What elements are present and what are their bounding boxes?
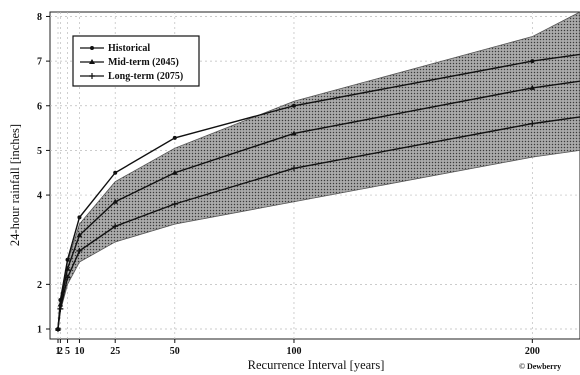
y-tick-label: 1: [37, 325, 42, 336]
data-point: [291, 103, 296, 108]
y-tick-label: 2: [37, 280, 42, 291]
data-point: [76, 232, 83, 238]
x-tick-label: 1: [56, 346, 61, 357]
data-point: [530, 59, 535, 64]
series-layer: [55, 53, 580, 332]
data-point: [112, 198, 119, 204]
x-tick-label: 2: [58, 346, 63, 357]
data-point: [171, 200, 178, 207]
x-tick-label: 100: [286, 346, 301, 357]
legend-box: [72, 35, 200, 87]
data-point: [64, 265, 71, 271]
data-point: [77, 215, 82, 220]
x-tick-label: 25: [110, 346, 120, 357]
x-tick-label: 10: [74, 346, 84, 357]
data-point: [290, 165, 297, 172]
data-point: [55, 326, 61, 332]
data-point: [171, 169, 178, 175]
legend-marker-historical: [90, 46, 94, 50]
x-tick-label: 200: [525, 346, 540, 357]
y-tick-label: 5: [37, 146, 42, 157]
data-point: [112, 223, 119, 230]
legend-marker-longterm: [89, 73, 95, 79]
data-point: [172, 135, 177, 140]
data-point: [529, 120, 536, 127]
y-tick-label: 6: [37, 101, 42, 112]
y-tick-label: 7: [37, 57, 42, 68]
credit-label: © Dewberry: [519, 362, 561, 371]
legend-marker-midterm: [89, 59, 95, 64]
data-point: [291, 130, 297, 136]
legend-label-historical: Historical: [108, 43, 150, 54]
y-tick-label: 8: [37, 12, 42, 23]
data-point: [529, 84, 536, 90]
data-point: [64, 274, 71, 281]
data-point: [113, 170, 118, 175]
legend: Historical Mid-term (2045) Long-term (20…: [72, 35, 200, 87]
data-point: [76, 247, 83, 254]
data-point: [57, 305, 64, 312]
confidence-band: [57, 11, 580, 330]
legend-label-longterm: Long-term (2075): [108, 71, 183, 82]
data-point: [65, 257, 70, 262]
x-tick-label: 50: [170, 346, 180, 357]
y-axis-title: 24-hour rainfall [inches]: [8, 124, 22, 246]
x-axis-title: Recurrence Interval [years]: [248, 358, 385, 372]
y-tick-label: 4: [37, 191, 42, 202]
x-tick-label: 5: [65, 346, 70, 357]
legend-label-midterm: Mid-term (2045): [108, 57, 179, 68]
